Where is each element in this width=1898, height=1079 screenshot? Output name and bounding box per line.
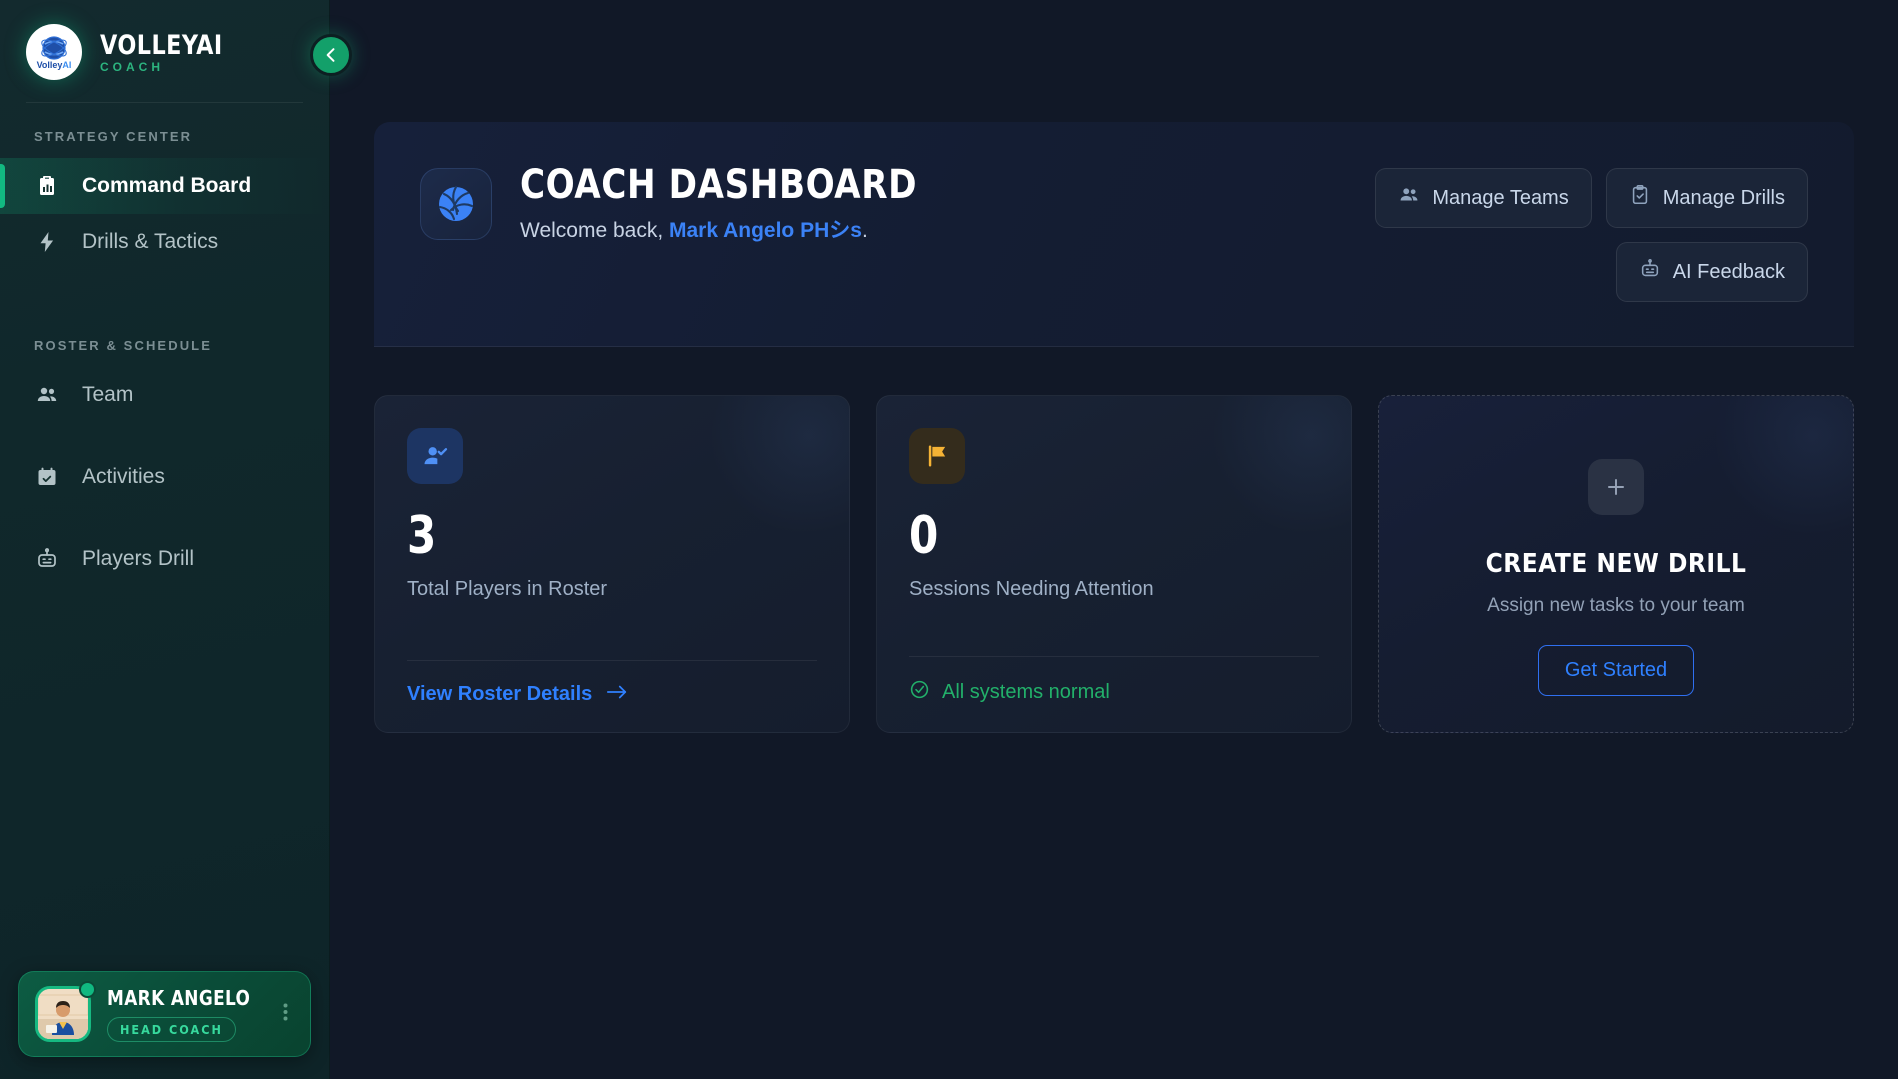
sessions-stat-card: 0 Sessions Needing Attention All systems… (876, 395, 1352, 733)
brand-text: VOLLEYAI COACH (100, 32, 233, 73)
dashboard-hero: COACH DASHBOARD Welcome back, Mark Angel… (374, 122, 1854, 347)
button-label: AI Feedback (1672, 260, 1785, 283)
people-icon (34, 383, 60, 407)
nav-gap (0, 270, 329, 312)
sidebar-item-players-drill[interactable]: Players Drill (0, 531, 329, 587)
view-roster-details-link[interactable]: View Roster Details (407, 683, 628, 706)
clipboard-check-icon (1629, 184, 1651, 212)
welcome-message: Welcome back, Mark Angelo PHシs. (520, 214, 938, 244)
create-drill-card[interactable]: CREATE NEW DRILL Assign new tasks to you… (1378, 395, 1854, 733)
ai-feedback-button[interactable]: AI Feedback (1615, 242, 1808, 302)
sidebar-item-drills-tactics[interactable]: Drills & Tactics (0, 214, 329, 270)
welcome-suffix: . (861, 219, 868, 243)
user-meta: MARK ANGELO … HEAD COACH (107, 986, 259, 1042)
sidebar-spacer (0, 587, 329, 971)
nav-section-strategy: STRATEGY CENTER Command Board (0, 103, 329, 270)
link-label: View Roster Details (407, 683, 593, 705)
volleyai-logo-icon: VolleyAI (26, 24, 82, 80)
arrow-right-icon (606, 683, 628, 706)
check-circle-icon (909, 679, 930, 706)
create-drill-title: CREATE NEW DRILL (1485, 548, 1747, 579)
page-title: COACH DASHBOARD (520, 162, 918, 208)
welcome-prefix: Welcome back, (520, 219, 669, 243)
sidebar-item-label: Team (82, 383, 134, 406)
hero-actions: Manage Teams Manage Drills (1338, 164, 1808, 302)
card-spacer (909, 601, 1319, 656)
hero-text: COACH DASHBOARD Welcome back, Mark Angel… (520, 162, 938, 244)
sessions-card-footer: All systems normal (909, 656, 1319, 706)
welcome-user-name[interactable]: Mark Angelo PHシs (669, 219, 862, 243)
svg-text:VolleyAI: VolleyAI (37, 60, 72, 70)
sidebar-user-card[interactable]: MARK ANGELO … HEAD COACH (18, 971, 311, 1057)
manage-drills-button[interactable]: Manage Drills (1605, 168, 1808, 228)
roster-stat-value: 3 (407, 506, 437, 566)
sessions-stat-value: 0 (909, 506, 939, 566)
user-name: MARK ANGELO … (107, 986, 250, 1010)
roster-card-footer: View Roster Details (407, 660, 817, 706)
sidebar-header: VolleyAI VOLLEYAI COACH (0, 0, 329, 102)
nav-section-roster: ROSTER & SCHEDULE Team (0, 312, 329, 587)
status-badge: All systems normal (909, 679, 1110, 706)
sidebar-item-command-board[interactable]: Command Board (0, 158, 329, 214)
user-check-icon (407, 428, 463, 484)
hero-left: COACH DASHBOARD Welcome back, Mark Angel… (420, 162, 938, 244)
sidebar: VolleyAI VOLLEYAI COACH STRATEGY CENTER (0, 0, 352, 1079)
lightning-bolt-icon (34, 230, 60, 254)
roster-stat-card: 3 Total Players in Roster View Roster De… (374, 395, 850, 733)
sidebar-item-label: Players Drill (82, 547, 195, 570)
plus-icon (1588, 458, 1644, 515)
status-label: All systems normal (942, 681, 1110, 703)
brand-subtitle: COACH (100, 59, 164, 74)
main-content: COACH DASHBOARD Welcome back, Mark Angel… (330, 0, 1898, 1079)
online-status-dot (79, 981, 96, 998)
nav-section-label-roster: ROSTER & SCHEDULE (34, 338, 212, 353)
button-label: Manage Teams (1432, 186, 1569, 209)
nav-spacer (0, 423, 329, 449)
card-spacer (407, 601, 817, 660)
robot-icon (34, 547, 60, 571)
sidebar-item-activities[interactable]: Activities (0, 449, 329, 505)
user-role-badge: HEAD COACH (107, 1017, 236, 1042)
volleyball-icon (420, 168, 492, 241)
sidebar-item-label: Command Board (82, 174, 252, 197)
calendar-check-icon (34, 465, 60, 489)
sidebar-divider (26, 102, 303, 103)
brand-name: VOLLEYAI (100, 29, 223, 61)
sidebar-item-label: Activities (82, 465, 165, 488)
nav-section-label-strategy: STRATEGY CENTER (34, 129, 193, 144)
sidebar-item-team[interactable]: Team (0, 367, 329, 423)
button-label: Manage Drills (1662, 186, 1785, 209)
stat-cards: 3 Total Players in Roster View Roster De… (374, 395, 1854, 733)
create-drill-subtitle: Assign new tasks to your team (1487, 594, 1745, 616)
content-wrapper: COACH DASHBOARD Welcome back, Mark Angel… (330, 0, 1898, 733)
flag-icon (909, 428, 965, 484)
manage-teams-button[interactable]: Manage Teams (1375, 168, 1592, 228)
sidebar-collapse-button[interactable] (310, 34, 352, 76)
sidebar-item-label: Drills & Tactics (82, 230, 219, 253)
sessions-stat-label: Sessions Needing Attention (909, 578, 1154, 600)
get-started-button[interactable]: Get Started (1537, 644, 1695, 696)
avatar (35, 981, 96, 1042)
robot-icon (1639, 258, 1661, 286)
roster-stat-label: Total Players in Roster (407, 578, 608, 600)
nav-spacer (0, 505, 329, 531)
people-icon (1398, 184, 1420, 212)
chevron-left-icon (321, 45, 341, 65)
kebab-menu-icon[interactable] (275, 996, 296, 1033)
clipboard-chart-icon (34, 174, 60, 198)
